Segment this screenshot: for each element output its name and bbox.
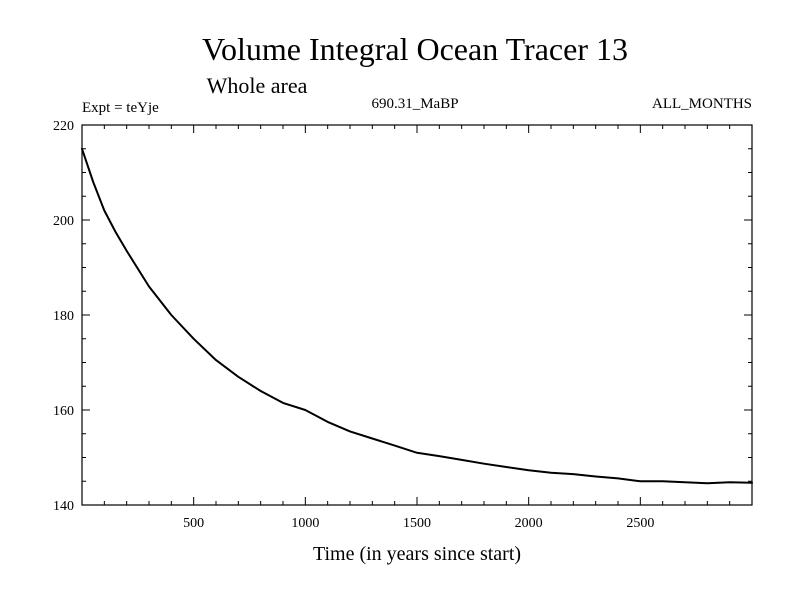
plot-frame [81,124,753,506]
axes: 500 1000 1500 2000 2500 140 160 180 200 220 [53,119,752,531]
annotation-right: ALL_MONTHS [652,96,752,112]
x-tick-label: 1000 [291,516,319,531]
annotation-left: Expt = teYje [82,100,159,116]
x-tick-label: 2000 [515,516,543,531]
y-tick-label: 180 [53,309,74,324]
chart-title: Volume Integral Ocean Tracer 13 [202,31,628,67]
annotation-center: 690.31_MaBP [371,96,458,112]
y-tick-label: 220 [53,119,74,134]
x-axis-label: Time (in years since start) [313,543,521,565]
x-tick-label: 1500 [403,516,431,531]
x-tick-label: 500 [183,516,204,531]
x-tick-label: 2500 [626,516,654,531]
y-tick-label: 200 [53,214,74,229]
y-tick-label: 140 [53,499,74,514]
y-tick-label: 160 [53,404,74,419]
chart-subtitle: Whole area [207,73,308,98]
series-line-0 [81,147,753,485]
series-layer [81,147,753,485]
